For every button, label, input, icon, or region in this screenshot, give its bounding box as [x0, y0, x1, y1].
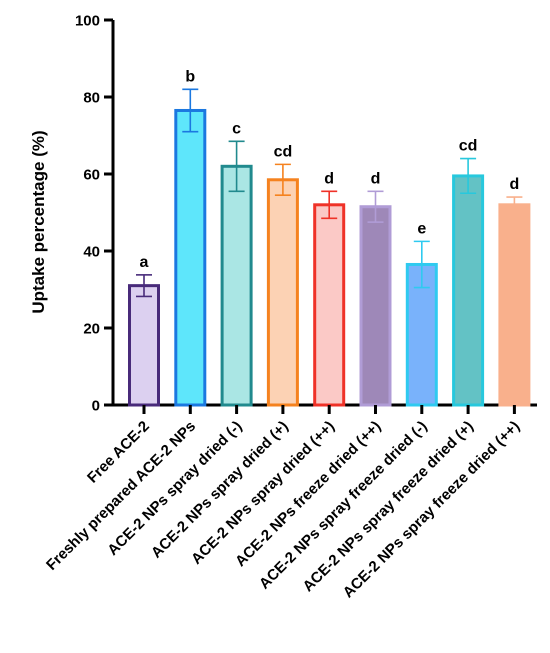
bar — [498, 203, 531, 407]
y-tick-label: 40 — [83, 244, 100, 261]
x-category-label: ACE-2 NPs spray freeze dried (-) — [256, 418, 431, 593]
bar — [452, 174, 485, 407]
bars: a b c cd d d e cd d — [128, 68, 531, 407]
x-category-label: ACE-2 NPs spray freeze dried (+) — [300, 418, 477, 595]
y-tick-label: 0 — [92, 398, 100, 415]
significance-label: cd — [459, 138, 478, 155]
significance-label: cd — [274, 143, 293, 160]
bar — [266, 178, 299, 407]
significance-label: a — [140, 254, 149, 271]
bar — [359, 205, 392, 407]
y-tick-label: 60 — [83, 167, 100, 184]
bar — [174, 108, 207, 407]
significance-label: d — [371, 170, 381, 187]
y-tick-label: 20 — [83, 321, 100, 338]
y-tick-label: 80 — [83, 90, 100, 107]
bar — [128, 284, 160, 407]
y-tick-label: 100 — [75, 13, 100, 30]
y-ticks: 0 20 40 60 80 100 — [75, 13, 113, 415]
significance-label: d — [510, 176, 520, 193]
significance-label: c — [232, 120, 241, 137]
bar — [313, 203, 346, 407]
significance-label: e — [417, 220, 426, 237]
significance-label: b — [185, 68, 195, 85]
y-axis-title: Uptake percentage (%) — [29, 130, 48, 313]
significance-label: d — [324, 170, 334, 187]
bar — [220, 164, 253, 407]
